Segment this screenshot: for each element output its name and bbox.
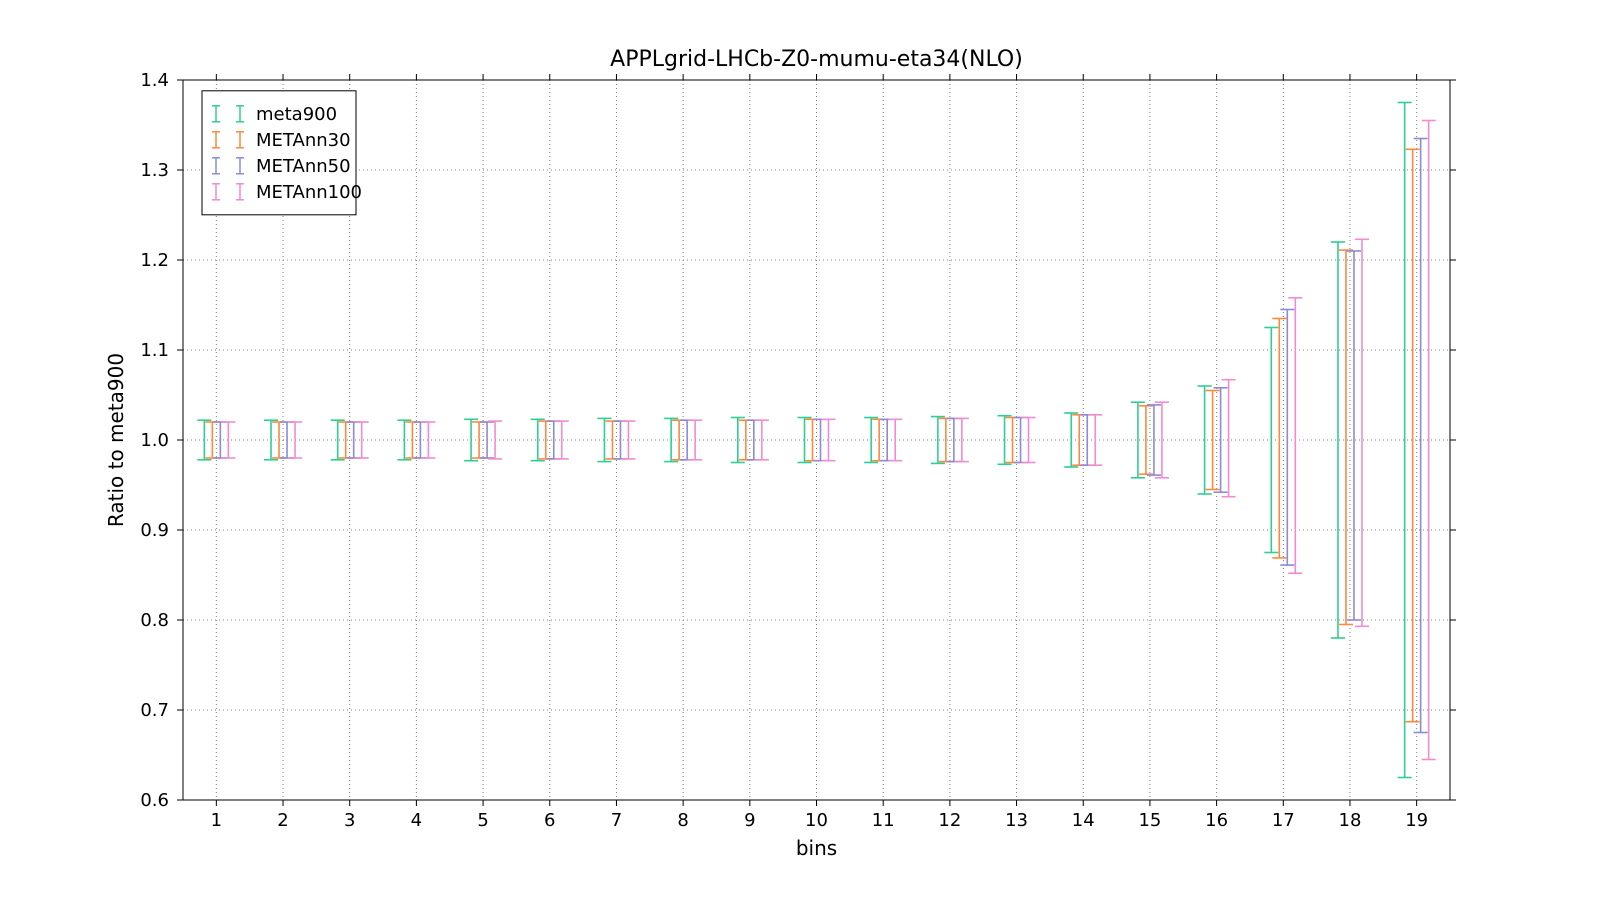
- xtick-label: 2: [277, 810, 288, 831]
- ytick-label: 0.7: [140, 700, 169, 721]
- chart-title: APPLgrid-LHCb-Z0-mumu-eta34(NLO): [610, 47, 1023, 72]
- ytick-label: 0.6: [140, 790, 169, 811]
- ytick-label: 0.8: [140, 610, 169, 631]
- xtick-label: 12: [938, 810, 961, 831]
- xtick-label: 16: [1205, 810, 1228, 831]
- xtick-label: 7: [611, 810, 622, 831]
- ytick-label: 0.9: [140, 520, 169, 541]
- xtick-label: 13: [1005, 810, 1028, 831]
- xtick-label: 15: [1138, 810, 1161, 831]
- xtick-label: 8: [677, 810, 688, 831]
- xtick-label: 18: [1339, 810, 1362, 831]
- xtick-label: 17: [1272, 810, 1295, 831]
- xtick-label: 14: [1072, 810, 1095, 831]
- chart-svg: 123456789101112131415161718190.60.70.80.…: [0, 0, 1600, 900]
- xtick-label: 4: [411, 810, 422, 831]
- xtick-label: 6: [544, 810, 555, 831]
- ytick-label: 1.0: [140, 430, 169, 451]
- ytick-label: 1.1: [140, 340, 169, 361]
- xtick-label: 10: [805, 810, 828, 831]
- xtick-label: 11: [872, 810, 895, 831]
- ytick-label: 1.2: [140, 250, 169, 271]
- xtick-label: 5: [477, 810, 488, 831]
- xtick-label: 9: [744, 810, 755, 831]
- x-axis-label: bins: [796, 836, 837, 860]
- ytick-label: 1.3: [140, 160, 169, 181]
- xtick-label: 1: [211, 810, 222, 831]
- xtick-label: 3: [344, 810, 355, 831]
- legend-label: METAnn100: [256, 182, 362, 203]
- legend-label: METAnn50: [256, 156, 351, 177]
- ytick-label: 1.4: [140, 70, 169, 91]
- legend: meta900 METAnn30 METAnn50 METAnn100: [202, 91, 362, 215]
- chart-container: 123456789101112131415161718190.60.70.80.…: [0, 0, 1600, 900]
- xtick-label: 19: [1405, 810, 1428, 831]
- y-axis-label: Ratio to meta900: [104, 353, 128, 527]
- legend-label: meta900: [256, 104, 337, 125]
- legend-label: METAnn30: [256, 130, 351, 151]
